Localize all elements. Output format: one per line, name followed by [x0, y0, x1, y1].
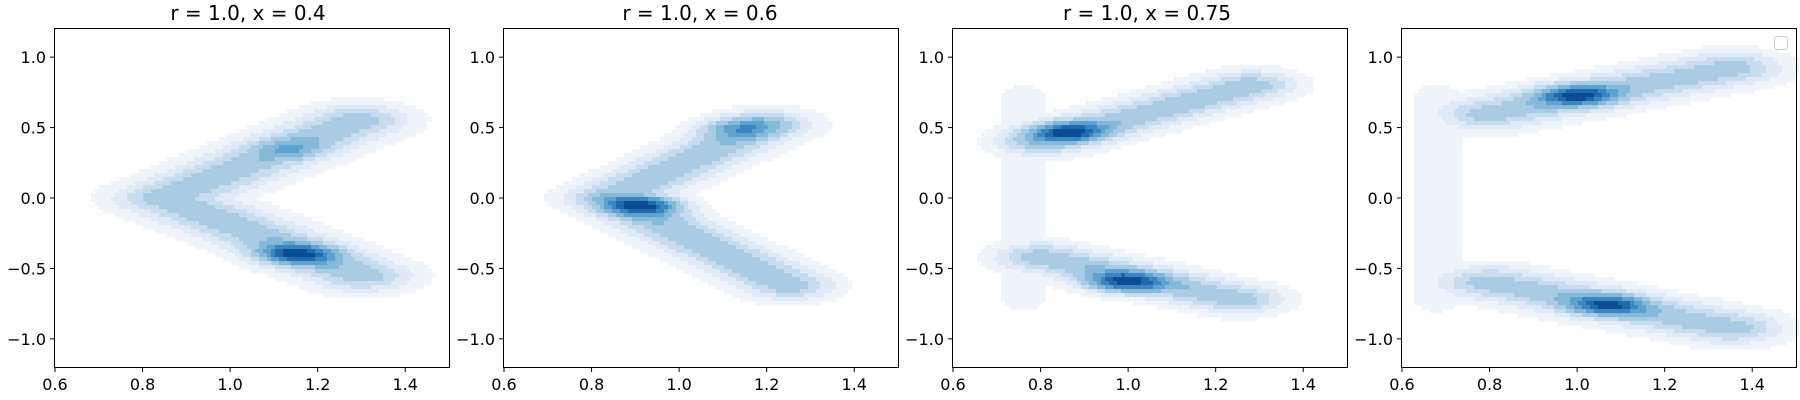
x-tick-label: 1.0	[217, 375, 242, 394]
y-tick-label: −0.5	[905, 259, 944, 278]
x-tick-label: 0.8	[1477, 375, 1502, 394]
x-tick-label: 1.2	[305, 375, 330, 394]
x-tick-label: 0.8	[130, 375, 155, 394]
subplot-4: 0.6 0.8 1.0 1.2 1.4 −1.0 −0.5 0.0 0.5 1.0	[1354, 28, 1799, 394]
x-tick-label: 0.6	[940, 375, 965, 394]
y-tick-label: −1.0	[905, 330, 944, 349]
x-tick-label: 1.2	[1203, 375, 1228, 394]
y-tick-label: 1.0	[21, 48, 46, 67]
x-tick-label: 1.2	[1652, 375, 1677, 394]
subplot-3-y-axis: −1.0 −0.5 0.0 0.5 1.0	[905, 48, 953, 349]
subplot-2-plot-area	[544, 105, 853, 306]
subplot-1-y-axis: −1.0 −0.5 0.0 0.5 1.0	[7, 48, 55, 349]
y-tick-label: 0.0	[470, 189, 495, 208]
density-contours	[544, 105, 853, 306]
y-tick-label: −0.5	[1354, 259, 1393, 278]
y-tick-label: −1.0	[7, 330, 46, 349]
x-tick-label: 0.6	[491, 375, 516, 394]
x-tick-label: 1.0	[1564, 375, 1589, 394]
y-tick-label: −0.5	[7, 259, 46, 278]
subplot-2-x-axis: 0.6 0.8 1.0 1.2 1.4	[491, 367, 867, 394]
legend-box	[1774, 36, 1788, 50]
x-tick-label: 1.0	[1115, 375, 1140, 394]
subplot-2: r = 1.0, x = 0.6 0.6 0.8 1.0 1.2 1.4 −1.0 −0.…	[456, 1, 899, 394]
y-tick-label: 0.0	[1368, 189, 1393, 208]
subplot-3-title: r = 1.0, x = 0.75	[1063, 1, 1231, 25]
x-tick-label: 1.4	[392, 375, 417, 394]
y-tick-label: 0.0	[21, 189, 46, 208]
subplot-1-x-axis: 0.6 0.8 1.0 1.2 1.4	[42, 367, 418, 394]
x-tick-label: 1.4	[841, 375, 866, 394]
y-tick-label: 1.0	[1368, 48, 1393, 67]
x-tick-label: 1.4	[1739, 375, 1764, 394]
subplot-2-title: r = 1.0, x = 0.6	[622, 1, 777, 25]
subplot-3-plot-area	[977, 65, 1314, 322]
y-tick-label: −1.0	[456, 330, 495, 349]
subplot-2-y-axis: −1.0 −0.5 0.0 0.5 1.0	[456, 48, 504, 349]
x-tick-label: 0.8	[1028, 375, 1053, 394]
y-tick-label: −1.0	[1354, 330, 1393, 349]
subplot-4-plot-area	[1414, 45, 1799, 350]
x-tick-label: 0.6	[42, 375, 67, 394]
y-tick-label: 0.5	[1368, 119, 1393, 138]
subplot-1: r = 1.0, x = 0.4 0.6 0.8 1.0 1.2 1.4 −1.0 −0.…	[7, 1, 450, 394]
subplot-4-x-axis: 0.6 0.8 1.0 1.2 1.4	[1389, 367, 1765, 394]
subplot-3: r = 1.0, x = 0.75 0.6 0.8 1.0 1.2 1.4 −1.0 −0…	[905, 1, 1348, 394]
x-tick-label: 0.8	[579, 375, 604, 394]
y-tick-label: 0.5	[21, 119, 46, 138]
density-contours	[977, 65, 1314, 322]
x-tick-label: 1.2	[754, 375, 779, 394]
subplot-1-title: r = 1.0, x = 0.4	[170, 1, 325, 25]
x-tick-label: 1.4	[1290, 375, 1315, 394]
density-contours	[1414, 45, 1799, 350]
y-tick-label: 1.0	[919, 48, 944, 67]
subplot-4-y-axis: −1.0 −0.5 0.0 0.5 1.0	[1354, 48, 1402, 349]
y-tick-label: 0.5	[470, 119, 495, 138]
x-tick-label: 0.6	[1389, 375, 1414, 394]
density-contours	[91, 97, 436, 298]
y-tick-label: 0.5	[919, 119, 944, 138]
subplot-1-plot-area	[91, 97, 436, 298]
y-tick-label: −0.5	[456, 259, 495, 278]
x-tick-label: 1.0	[666, 375, 691, 394]
y-tick-label: 0.0	[919, 189, 944, 208]
y-tick-label: 1.0	[470, 48, 495, 67]
subplot-3-x-axis: 0.6 0.8 1.0 1.2 1.4	[940, 367, 1316, 394]
